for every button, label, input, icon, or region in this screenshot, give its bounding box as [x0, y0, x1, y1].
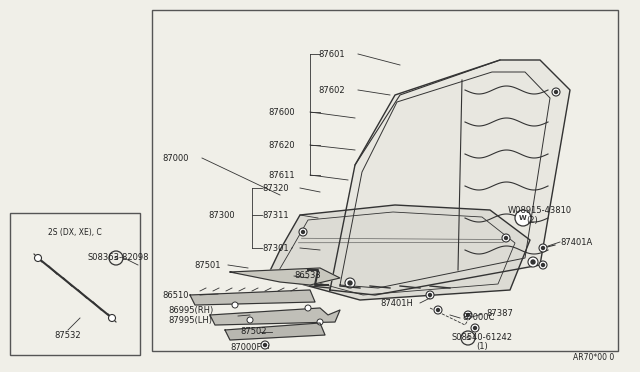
Circle shape — [504, 237, 508, 240]
Circle shape — [299, 228, 307, 236]
Text: W08915-43810: W08915-43810 — [508, 205, 572, 215]
Text: AR70*00 0: AR70*00 0 — [573, 353, 614, 362]
Text: W: W — [519, 215, 527, 221]
Circle shape — [502, 234, 510, 242]
Polygon shape — [230, 268, 340, 285]
Circle shape — [541, 247, 545, 250]
Text: 86995(RH): 86995(RH) — [168, 305, 213, 314]
Text: 87000C: 87000C — [462, 314, 494, 323]
Text: 87401A: 87401A — [560, 237, 592, 247]
Circle shape — [528, 257, 538, 267]
Circle shape — [426, 291, 434, 299]
Text: 87611: 87611 — [268, 170, 294, 180]
Text: 87000F: 87000F — [230, 343, 261, 353]
Text: S08540-61242: S08540-61242 — [452, 333, 513, 341]
Circle shape — [471, 324, 479, 332]
Text: 87600: 87600 — [268, 108, 294, 116]
Bar — [152, 10, 618, 351]
Text: S: S — [114, 256, 118, 260]
Polygon shape — [268, 205, 530, 300]
Text: 87502: 87502 — [240, 327, 266, 337]
Circle shape — [436, 308, 440, 311]
Circle shape — [515, 210, 531, 226]
Circle shape — [301, 231, 305, 234]
Circle shape — [109, 314, 115, 321]
Circle shape — [247, 317, 253, 323]
Circle shape — [261, 341, 269, 349]
Circle shape — [541, 263, 545, 266]
Text: 87320: 87320 — [262, 183, 289, 192]
Text: 87601: 87601 — [318, 49, 344, 58]
Circle shape — [554, 90, 557, 93]
Text: (1): (1) — [476, 343, 488, 352]
Circle shape — [35, 254, 42, 262]
Circle shape — [264, 343, 266, 346]
Polygon shape — [330, 60, 570, 295]
Circle shape — [232, 302, 238, 308]
Circle shape — [474, 327, 477, 330]
Text: 2S (DX, XE), C: 2S (DX, XE), C — [48, 228, 102, 237]
Circle shape — [461, 331, 475, 345]
Circle shape — [467, 314, 470, 317]
Text: S: S — [466, 336, 470, 340]
Circle shape — [429, 294, 431, 296]
Circle shape — [317, 319, 323, 325]
Text: 87311: 87311 — [262, 211, 289, 219]
Circle shape — [464, 311, 472, 319]
Circle shape — [552, 88, 560, 96]
Circle shape — [345, 278, 355, 288]
Text: 87000: 87000 — [162, 154, 189, 163]
Text: 87620: 87620 — [268, 141, 294, 150]
Text: 86510: 86510 — [162, 291, 189, 299]
Text: 87401H: 87401H — [380, 298, 413, 308]
Text: 87300: 87300 — [208, 211, 235, 219]
Text: 87301: 87301 — [262, 244, 289, 253]
Text: 86533: 86533 — [294, 272, 321, 280]
Circle shape — [434, 306, 442, 314]
Circle shape — [305, 305, 311, 311]
Circle shape — [531, 260, 535, 264]
Circle shape — [109, 251, 123, 265]
Polygon shape — [190, 290, 315, 305]
Polygon shape — [210, 308, 340, 325]
Text: 87995(LH): 87995(LH) — [168, 315, 212, 324]
Text: 87532: 87532 — [54, 330, 81, 340]
Circle shape — [348, 281, 352, 285]
Circle shape — [539, 261, 547, 269]
Polygon shape — [225, 323, 325, 340]
Circle shape — [539, 244, 547, 252]
Text: 87387: 87387 — [486, 310, 513, 318]
Text: 87501: 87501 — [194, 260, 221, 269]
Text: S08363-82098: S08363-82098 — [88, 253, 150, 262]
Text: (2): (2) — [526, 215, 538, 224]
Text: 87602: 87602 — [318, 86, 344, 94]
Bar — [10, 213, 140, 355]
